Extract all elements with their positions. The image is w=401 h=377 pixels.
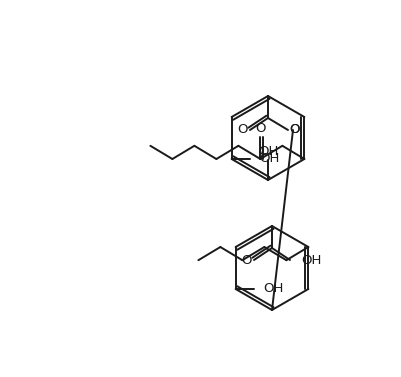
Text: O: O	[289, 124, 300, 136]
Text: OH: OH	[263, 282, 283, 296]
Text: OH: OH	[300, 253, 320, 267]
Text: OH: OH	[259, 153, 279, 166]
Text: O: O	[255, 123, 265, 135]
Text: O: O	[237, 124, 248, 136]
Text: OH: OH	[257, 146, 277, 158]
Text: O: O	[289, 124, 300, 136]
Text: O: O	[241, 253, 251, 267]
